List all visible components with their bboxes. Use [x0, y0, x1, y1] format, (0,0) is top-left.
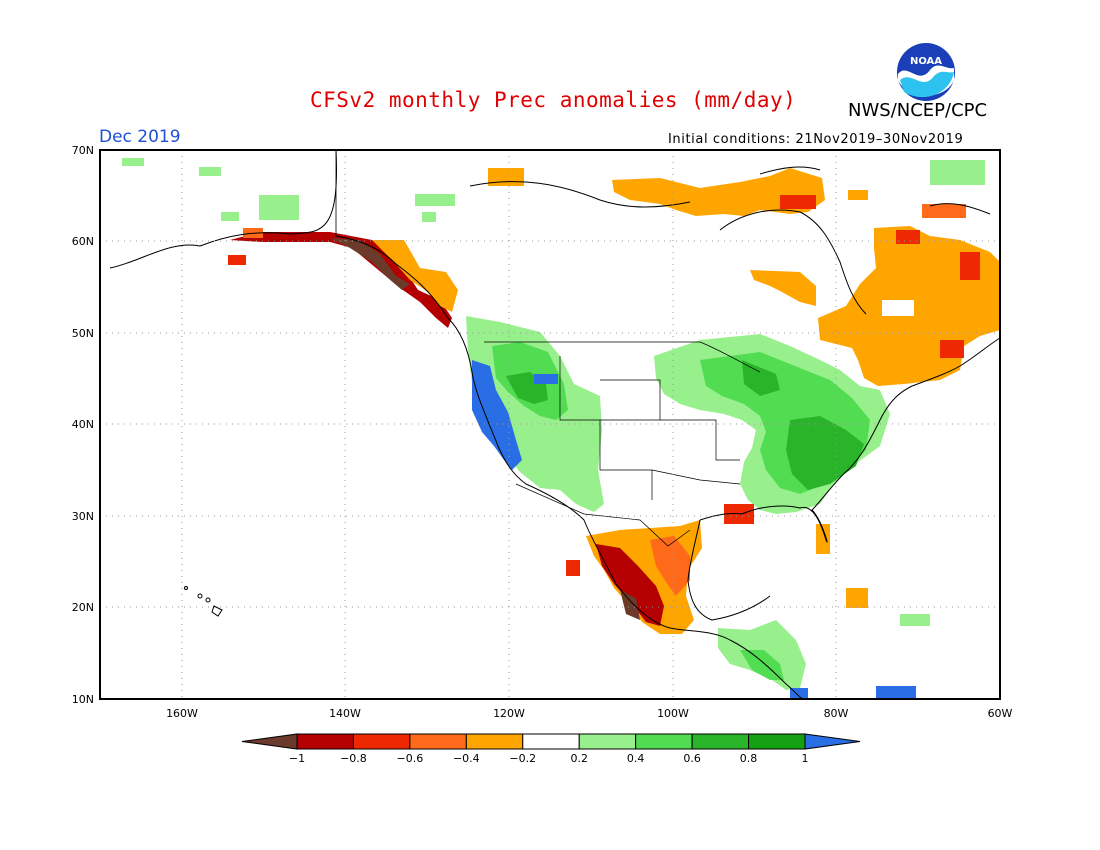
lat-label: 70N: [72, 144, 94, 157]
lat-label: 50N: [72, 327, 94, 340]
colorbar-extend-high: [804, 733, 861, 750]
lat-label: 60N: [72, 235, 94, 248]
colorbar-swatch: [409, 733, 467, 750]
colorbar-tick-label: 0.6: [683, 752, 701, 765]
lon-label: 140W: [329, 707, 361, 720]
colorbar-swatch: [465, 733, 524, 750]
lon-label: 120W: [493, 707, 525, 720]
lon-label: 80W: [824, 707, 849, 720]
colorbar-swatch: [748, 733, 806, 750]
colorbar-swatch: [522, 733, 580, 750]
colorbar-tick-label: 1: [802, 752, 809, 765]
lat-label: 40N: [72, 418, 94, 431]
hawaii-islands: [184, 586, 223, 617]
colorbar-swatch: [691, 733, 750, 750]
colorbar-tick-label: −0.2: [509, 752, 536, 765]
colorbar-tick-label: 0.4: [627, 752, 645, 765]
chart-title: CFSv2 monthly Prec anomalies (mm/day): [310, 88, 797, 112]
lat-label: 20N: [72, 601, 94, 614]
noaa-logo: NOAA: [896, 42, 956, 102]
coastlines: [109, 149, 1001, 700]
colorbar-extend-low: [241, 733, 298, 750]
colorbar-swatch: [635, 733, 693, 750]
longitude-labels: 160W 140W 120W 100W 80W 60W: [166, 707, 1012, 720]
graticule: [100, 150, 1000, 699]
colorbar-swatch: [578, 733, 637, 750]
lat-label: 30N: [72, 510, 94, 523]
initial-conditions-label: Initial conditions: 21Nov2019–30Nov2019: [668, 132, 964, 147]
colorbar: −1 −0.8 −0.6 −0.4 −0.2 0.2 0.4 0.6 0.8 1: [241, 733, 861, 765]
colorbar-tick-label: 0.2: [570, 752, 588, 765]
colorbar-tick-label: −1: [289, 752, 305, 765]
colorbar-tick-label: −0.6: [397, 752, 424, 765]
forecast-month-label: Dec 2019: [99, 127, 181, 147]
colorbar-tick-label: −0.8: [340, 752, 367, 765]
lon-label: 60W: [988, 707, 1013, 720]
political-borders: [484, 341, 761, 547]
lat-label: 10N: [72, 693, 94, 706]
colorbar-tick-label: −0.4: [453, 752, 480, 765]
noaa-logo-text: NOAA: [910, 56, 942, 67]
agency-label: NWS/NCEP/CPC: [848, 100, 988, 121]
lon-label: 160W: [166, 707, 198, 720]
latitude-labels: 70N 60N 50N 40N 30N 20N 10N: [72, 144, 94, 706]
colorbar-swatch: [352, 733, 411, 750]
colorbar-swatch: [296, 733, 354, 750]
lon-label: 100W: [657, 707, 689, 720]
colorbar-tick-label: 0.8: [740, 752, 758, 765]
map-frame: [99, 149, 1001, 700]
